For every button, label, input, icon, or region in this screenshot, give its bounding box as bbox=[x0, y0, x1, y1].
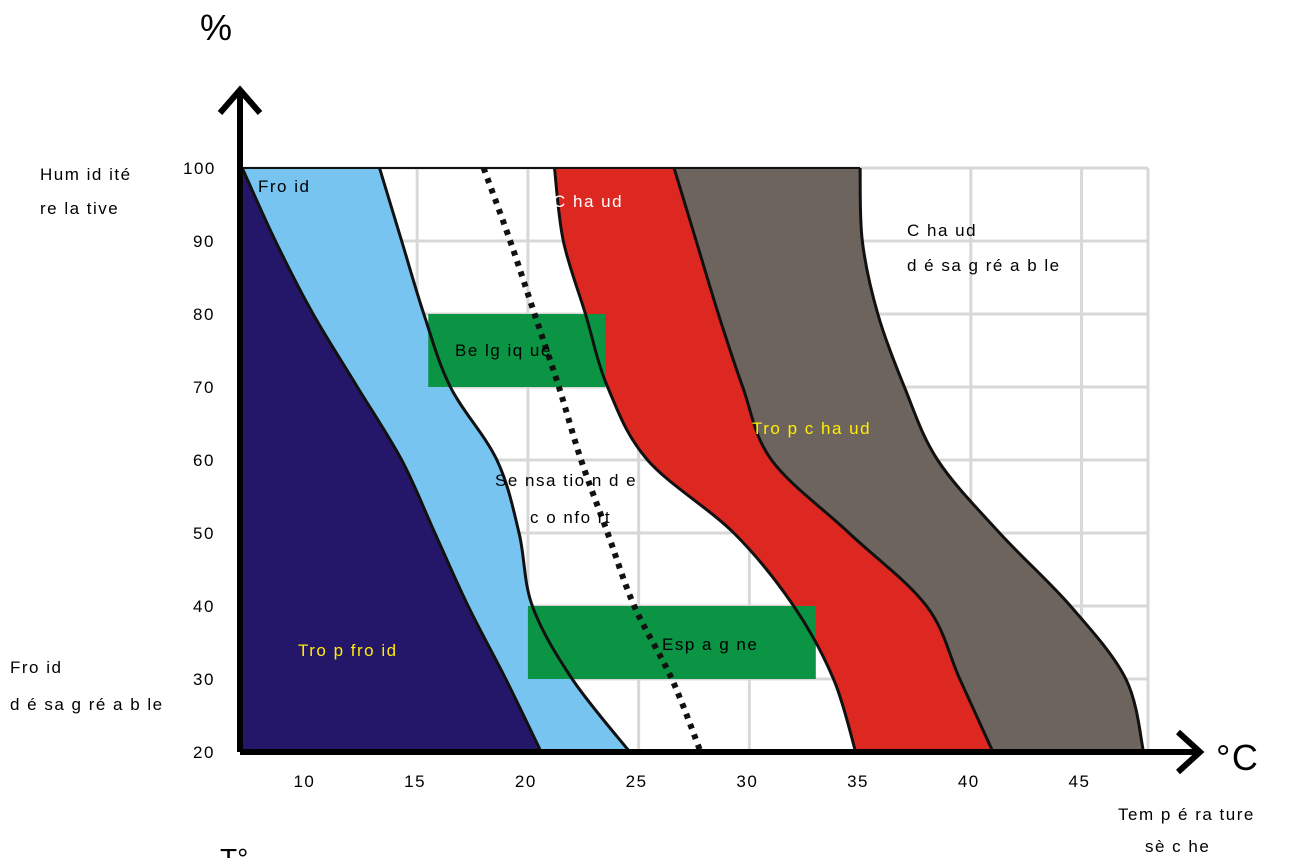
boundary-curve-2 bbox=[378, 167, 631, 753]
tick-labels: 10 15 20 25 30 35 40 45 20 30 40 50 60 70 80 90 100 bbox=[183, 159, 1091, 791]
x-tick-label: 30 bbox=[736, 772, 758, 791]
comfort-dotted-curve bbox=[480, 166, 704, 754]
y-tick-label: 40 bbox=[193, 597, 215, 616]
region-label-espagne: Esp a g ne bbox=[662, 635, 758, 654]
x-tick-label: 10 bbox=[293, 772, 315, 791]
region-belgique bbox=[428, 314, 606, 387]
y-tick-label: 100 bbox=[183, 159, 216, 178]
zone-label-chaud-desagreable-1: C ha ud bbox=[907, 221, 977, 240]
x-tick-label: 45 bbox=[1069, 772, 1091, 791]
boundary-curve-5 bbox=[858, 167, 1146, 753]
zone-label-sensation-2: c o nfo rt bbox=[530, 508, 611, 527]
y-tick-label: 60 bbox=[193, 451, 215, 470]
x-tick-label: 35 bbox=[847, 772, 869, 791]
x-tick-label: 25 bbox=[626, 772, 648, 791]
zone-label-froid: Fro id bbox=[258, 177, 310, 196]
zone-label-chaud: C ha ud bbox=[553, 192, 623, 211]
x-tick-label: 15 bbox=[404, 772, 426, 791]
zone-chaud bbox=[554, 168, 993, 752]
y-tick-label: 20 bbox=[193, 743, 215, 762]
froid-desagreable-line-1: Fro id bbox=[10, 658, 62, 677]
bottom-temperature-symbol: T° bbox=[220, 843, 248, 858]
x-tick-label: 40 bbox=[958, 772, 980, 791]
zone-trop-froid bbox=[240, 168, 542, 752]
y-tick-label: 50 bbox=[193, 524, 215, 543]
region-espagne bbox=[527, 606, 816, 679]
xlabel-line-2: sè c he bbox=[1145, 837, 1210, 856]
y-axis-unit: % bbox=[200, 7, 234, 48]
boundary-curve-4 bbox=[672, 167, 995, 753]
y-axis-arrow bbox=[217, 85, 263, 115]
y-tick-label: 90 bbox=[193, 232, 215, 251]
axes bbox=[217, 85, 1205, 775]
ylabel-line-1: Hum id ité bbox=[40, 165, 132, 184]
x-axis-unit: °C bbox=[1216, 737, 1259, 778]
y-tick-label: 70 bbox=[193, 378, 215, 397]
y-tick-label: 80 bbox=[193, 305, 215, 324]
x-axis-arrow bbox=[1175, 729, 1205, 775]
xlabel-line-1: Tem p é ra ture bbox=[1118, 805, 1255, 824]
zone-froid bbox=[242, 168, 630, 752]
y-tick-label: 30 bbox=[193, 670, 215, 689]
froid-desagreable-line-2: d é sa g ré a b le bbox=[10, 695, 164, 714]
zone-label-trop-chaud: Tro p c ha ud bbox=[752, 419, 871, 438]
zone-boundaries bbox=[240, 166, 1146, 754]
boundary-curve-3 bbox=[552, 167, 858, 753]
region-label-belgique: Be lg iq ue bbox=[455, 341, 552, 360]
comfort-zones bbox=[240, 168, 1144, 752]
zone-label-sensation-1: Se nsa tio n d e bbox=[495, 471, 637, 490]
zone-label-trop-froid: Tro p fro id bbox=[298, 641, 398, 660]
ylabel-line-2: re la tive bbox=[40, 199, 119, 218]
country-regions bbox=[428, 314, 816, 679]
zone-label-chaud-desagreable-2: d é sa g ré a b le bbox=[907, 256, 1061, 275]
boundary-curve-1 bbox=[240, 167, 543, 753]
zone-trop-chaud bbox=[674, 168, 1144, 752]
x-tick-label: 20 bbox=[515, 772, 537, 791]
